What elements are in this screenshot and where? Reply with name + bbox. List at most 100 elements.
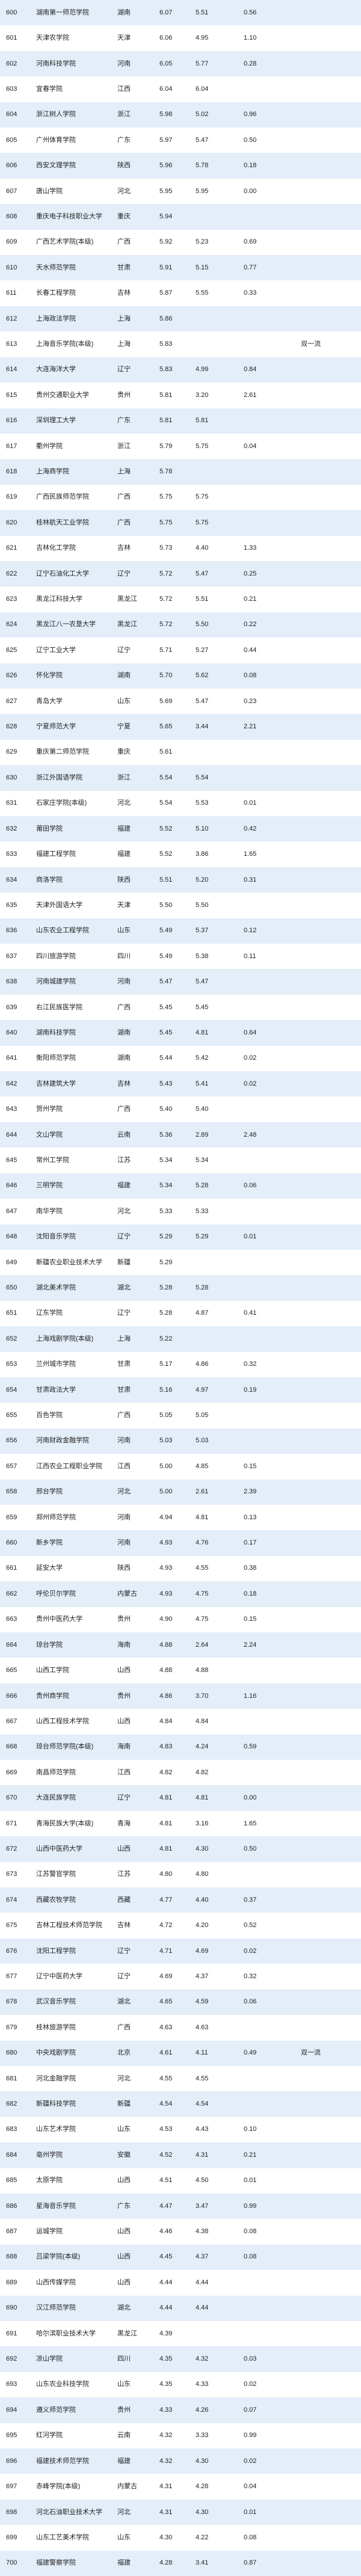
total-score-cell: 5.28 bbox=[159, 1284, 173, 1292]
score-b-cell: 0.77 bbox=[244, 263, 257, 271]
table-row: 686 星海音乐学院 广东 4.47 3.47 0.99 bbox=[0, 2193, 361, 2219]
table-row: 619 广西民族师范学院 广西 5.75 5.75 bbox=[0, 484, 361, 511]
total-score-cell: 5.52 bbox=[159, 850, 173, 858]
total-score-cell: 5.33 bbox=[159, 1207, 173, 1215]
province-cell: 山东 bbox=[117, 2381, 131, 2388]
score-b-cell: 0.02 bbox=[244, 1947, 257, 1955]
table-row: 666 贵州商学院 贵州 4.86 3.70 1.16 bbox=[0, 1683, 361, 1709]
score-b-cell: 0.41 bbox=[244, 1309, 257, 1317]
score-a-cell: 4.54 bbox=[196, 2100, 209, 2108]
rank-cell: 646 bbox=[6, 1182, 17, 1190]
province-cell: 河北 bbox=[117, 2508, 131, 2516]
rank-cell: 649 bbox=[6, 1258, 17, 1266]
province-cell: 新疆 bbox=[117, 2100, 131, 2108]
university-name-cell: 山东艺术学院 bbox=[36, 2126, 76, 2133]
university-name-cell: 辽宁石油化工大学 bbox=[36, 570, 89, 577]
score-a-cell: 4.30 bbox=[196, 2508, 209, 2516]
score-a-cell: 5.45 bbox=[196, 1003, 209, 1011]
table-row: 672 山西中医药大学 山西 4.81 4.30 0.50 bbox=[0, 1836, 361, 1862]
score-a-cell: 4.33 bbox=[196, 2381, 209, 2388]
university-name-cell: 贵州中医药大学 bbox=[36, 1615, 82, 1623]
score-b-cell: 0.18 bbox=[244, 1590, 257, 1597]
province-cell: 河北 bbox=[117, 187, 131, 195]
rank-cell: 603 bbox=[6, 85, 17, 93]
total-score-cell: 4.47 bbox=[159, 2202, 173, 2210]
province-cell: 湖北 bbox=[117, 1998, 131, 2006]
score-a-cell: 4.97 bbox=[196, 1386, 209, 1394]
rank-cell: 604 bbox=[6, 111, 17, 118]
rank-cell: 618 bbox=[6, 468, 17, 476]
university-name-cell: 桂林旅游学院 bbox=[36, 2023, 76, 2031]
rank-cell: 661 bbox=[6, 1564, 17, 1572]
rank-cell: 607 bbox=[6, 187, 17, 195]
score-a-cell: 4.50 bbox=[196, 2177, 209, 2184]
score-b-cell: 0.32 bbox=[244, 1360, 257, 1368]
score-a-cell: 5.51 bbox=[196, 595, 209, 603]
tag-cell: 双一流 bbox=[301, 2049, 321, 2057]
university-name-cell: 郑州师范学院 bbox=[36, 1513, 76, 1521]
rank-cell: 631 bbox=[6, 799, 17, 807]
province-cell: 广西 bbox=[117, 1412, 131, 1419]
total-score-cell: 6.06 bbox=[159, 34, 173, 42]
score-b-cell: 0.32 bbox=[244, 1972, 257, 1980]
table-row: 679 桂林旅游学院 广西 4.63 4.63 bbox=[0, 2015, 361, 2041]
university-name-cell: 桂林航天工业学院 bbox=[36, 518, 89, 526]
university-name-cell: 山西传媒学院 bbox=[36, 2278, 76, 2286]
province-cell: 上海 bbox=[117, 1335, 131, 1342]
table-row: 624 黑龙江八一农垦大学 黑龙江 5.72 5.50 0.22 bbox=[0, 612, 361, 638]
province-cell: 广东 bbox=[117, 136, 131, 144]
score-a-cell: 3.44 bbox=[196, 723, 209, 731]
table-row: 621 吉林化工学院 吉林 5.73 4.40 1.33 bbox=[0, 535, 361, 561]
table-row: 664 琼台学院 海南 4.88 2.64 2.24 bbox=[0, 1632, 361, 1658]
rank-cell: 678 bbox=[6, 1998, 17, 2006]
province-cell: 安徽 bbox=[117, 2151, 131, 2159]
rank-cell: 687 bbox=[6, 2228, 17, 2236]
rank-cell: 611 bbox=[6, 289, 17, 297]
table-row: 660 新乡学院 河南 4.93 4.76 0.17 bbox=[0, 1530, 361, 1556]
table-row: 616 深圳理工大学 广东 5.81 5.81 bbox=[0, 408, 361, 434]
total-score-cell: 5.96 bbox=[159, 162, 173, 170]
total-score-cell: 5.45 bbox=[159, 1028, 173, 1036]
rank-cell: 643 bbox=[6, 1105, 17, 1113]
rank-cell: 640 bbox=[6, 1028, 17, 1036]
province-cell: 广西 bbox=[117, 518, 131, 526]
rank-cell: 656 bbox=[6, 1437, 17, 1445]
score-a-cell: 4.63 bbox=[196, 2023, 209, 2031]
total-score-cell: 4.93 bbox=[159, 1590, 173, 1597]
university-name-cell: 运城学院 bbox=[36, 2228, 63, 2236]
university-name-cell: 山东工艺美术学院 bbox=[36, 2533, 89, 2541]
total-score-cell: 5.92 bbox=[159, 238, 173, 246]
score-b-cell: 0.15 bbox=[244, 1615, 257, 1623]
score-b-cell: 0.00 bbox=[244, 1794, 257, 1802]
rank-cell: 624 bbox=[6, 621, 17, 629]
score-a-cell: 5.47 bbox=[196, 570, 209, 577]
total-score-cell: 5.43 bbox=[159, 1080, 173, 1087]
table-row: 606 西安文理学院 陕西 5.96 5.78 0.18 bbox=[0, 153, 361, 179]
province-cell: 江西 bbox=[117, 1462, 131, 1470]
score-a-cell: 4.76 bbox=[196, 1539, 209, 1547]
score-a-cell: 4.75 bbox=[196, 1615, 209, 1623]
university-name-cell: 常州工学院 bbox=[36, 1156, 69, 1164]
score-a-cell: 3.20 bbox=[196, 391, 209, 399]
score-a-cell: 4.69 bbox=[196, 1947, 209, 1955]
province-cell: 山西 bbox=[117, 2177, 131, 2184]
total-score-cell: 5.87 bbox=[159, 289, 173, 297]
university-name-cell: 商洛学院 bbox=[36, 876, 63, 884]
province-cell: 福建 bbox=[117, 825, 131, 832]
score-a-cell: 4.81 bbox=[196, 1028, 209, 1036]
rank-cell: 673 bbox=[6, 1871, 17, 1878]
table-row: 629 重庆第二师范学院 重庆 5.61 bbox=[0, 739, 361, 766]
total-score-cell: 4.32 bbox=[159, 2432, 173, 2439]
score-a-cell: 4.55 bbox=[196, 1564, 209, 1572]
score-b-cell: 0.02 bbox=[244, 2381, 257, 2388]
total-score-cell: 5.03 bbox=[159, 1437, 173, 1445]
table-row: 631 石家庄学院(本级) 河北 5.54 5.53 0.01 bbox=[0, 790, 361, 816]
university-name-cell: 新疆农业职业技术大学 bbox=[36, 1258, 102, 1266]
province-cell: 福建 bbox=[117, 1182, 131, 1190]
total-score-cell: 5.28 bbox=[159, 1309, 173, 1317]
total-score-cell: 4.84 bbox=[159, 1717, 173, 1725]
score-b-cell: 0.42 bbox=[244, 825, 257, 832]
score-b-cell: 0.31 bbox=[244, 876, 257, 884]
score-a-cell: 5.47 bbox=[196, 697, 209, 705]
score-a-cell: 5.03 bbox=[196, 1437, 209, 1445]
